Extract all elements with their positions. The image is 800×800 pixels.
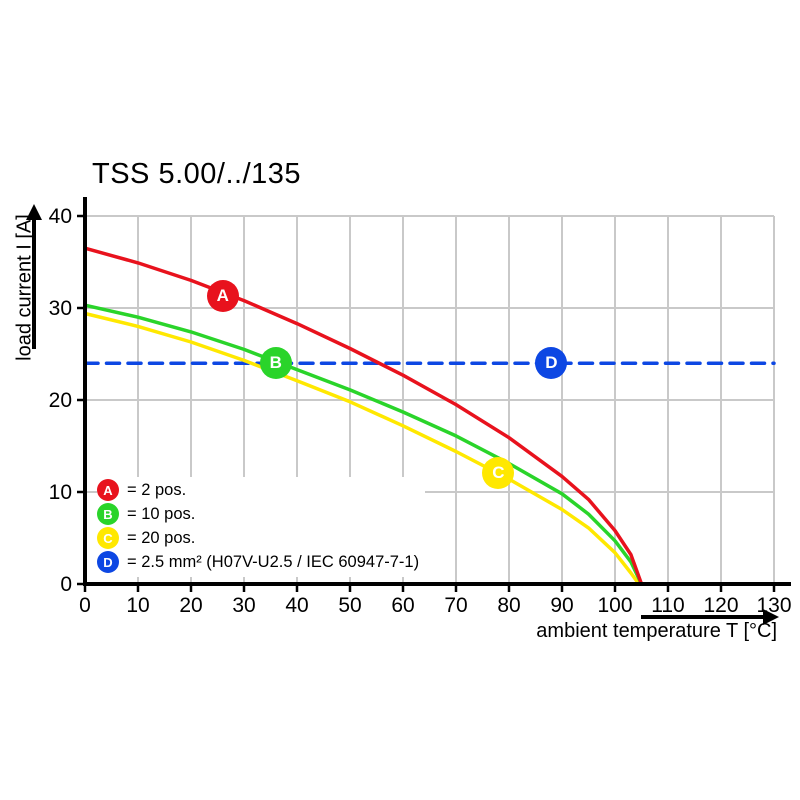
legend-letter-d: D <box>103 554 113 570</box>
x-tick-label-90: 90 <box>550 594 573 617</box>
legend-letter-a: A <box>103 482 113 498</box>
y-tick-label-30: 30 <box>49 297 72 320</box>
curve-c <box>83 311 641 586</box>
legend-item-b: B = 10 pos. <box>97 502 419 526</box>
x-tick-label-20: 20 <box>179 594 202 617</box>
x-axis-arrow-icon <box>641 609 779 625</box>
x-tick-label-80: 80 <box>497 594 520 617</box>
y-tick-label-10: 10 <box>49 481 72 504</box>
x-tick-label-0: 0 <box>79 594 91 617</box>
legend-dot-c: C <box>97 527 119 549</box>
x-tick-label-120: 120 <box>703 594 738 617</box>
legend-label-c: = 20 pos. <box>127 528 196 547</box>
x-tick-label-30: 30 <box>232 594 255 617</box>
x-axis-label: ambient temperature T [°C] <box>536 620 777 642</box>
legend-item-a: A = 2 pos. <box>97 478 419 502</box>
legend-item-d: D = 2.5 mm² (H07V-U2.5 / IEC 60947-7-1) <box>97 550 419 574</box>
legend-label-d: = 2.5 mm² (H07V-U2.5 / IEC 60947-7-1) <box>127 552 420 571</box>
legend-dot-b: B <box>97 503 119 525</box>
x-tick-label-100: 100 <box>597 594 632 617</box>
legend-dot-d: D <box>97 551 119 573</box>
x-tick-label-70: 70 <box>444 594 467 617</box>
legend-label-a: = 2 pos. <box>127 480 187 499</box>
y-tick-label-20: 20 <box>49 389 72 412</box>
y-tick-label-0: 0 <box>60 573 72 596</box>
y-tick-label-40: 40 <box>49 205 72 228</box>
x-tick-label-60: 60 <box>391 594 414 617</box>
chart-title: TSS 5.00/../135 <box>92 158 302 190</box>
legend-letter-b: B <box>103 506 113 522</box>
legend: A = 2 pos. B = 10 pos. C = 20 pos. D = 2… <box>97 477 426 577</box>
curve-a <box>83 246 644 586</box>
x-tick-label-110: 110 <box>651 594 684 617</box>
x-tick-label-10: 10 <box>126 594 149 617</box>
legend-letter-c: C <box>103 530 113 546</box>
y-axis-arrow-icon <box>26 204 42 349</box>
x-tick-label-40: 40 <box>285 594 308 617</box>
x-tick-label-50: 50 <box>338 594 361 617</box>
legend-dot-a: A <box>97 479 119 501</box>
legend-item-c: C = 20 pos. <box>97 526 419 550</box>
legend-label-b: = 10 pos. <box>127 504 196 523</box>
curve-b <box>83 303 644 586</box>
